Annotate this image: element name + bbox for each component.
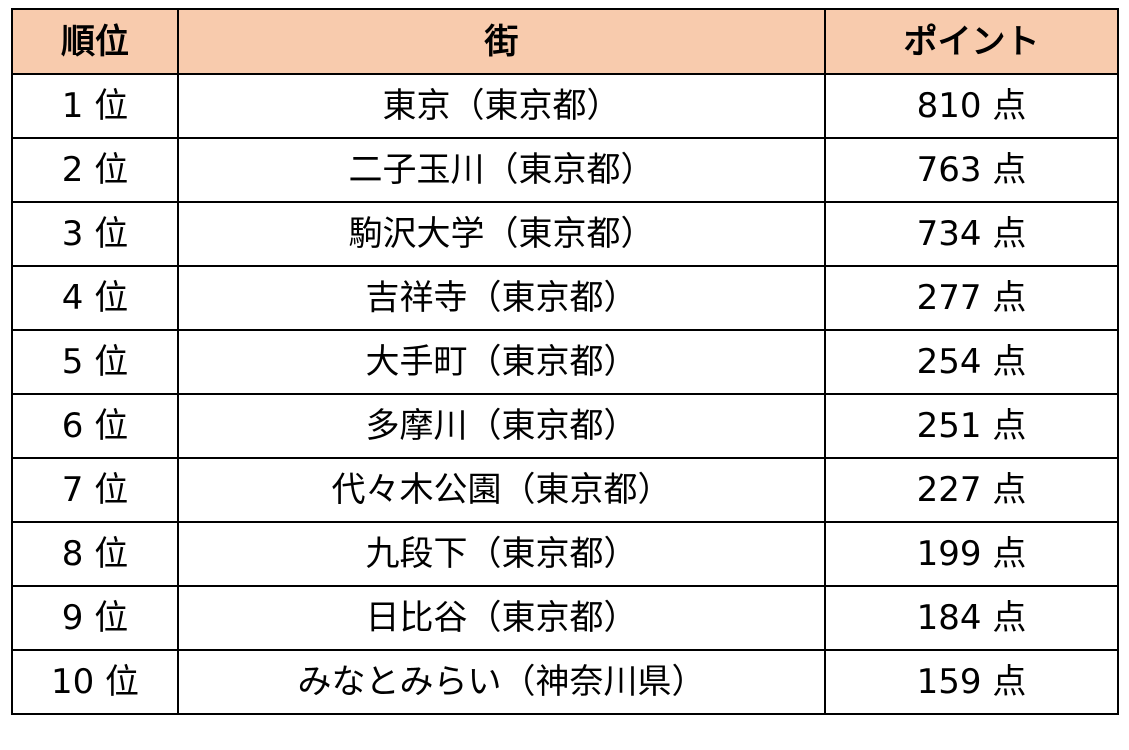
header-town: 街 <box>177 8 826 75</box>
town-cell: 二子玉川（東京都） <box>177 137 826 203</box>
rank-cell: 1 位 <box>11 73 179 139</box>
table-row: 3 位 駒沢大学（東京都） 734 点 <box>11 201 1119 267</box>
table-row: 9 位 日比谷（東京都） 184 点 <box>11 585 1119 651</box>
rank-cell: 2 位 <box>11 137 179 203</box>
rank-cell: 7 位 <box>11 457 179 523</box>
rank-cell: 3 位 <box>11 201 179 267</box>
rank-cell: 6 位 <box>11 393 179 459</box>
points-cell: 763 点 <box>824 137 1119 203</box>
table-row: 4 位 吉祥寺（東京都） 277 点 <box>11 265 1119 331</box>
rank-cell: 8 位 <box>11 521 179 587</box>
town-cell: 駒沢大学（東京都） <box>177 201 826 267</box>
header-rank: 順位 <box>11 8 179 75</box>
ranking-table: 順位 街 ポイント 1 位 東京（東京都） 810 点 2 位 二子玉川（東京都… <box>11 8 1119 715</box>
points-cell: 734 点 <box>824 201 1119 267</box>
table-row: 2 位 二子玉川（東京都） 763 点 <box>11 137 1119 203</box>
points-cell: 199 点 <box>824 521 1119 587</box>
table-row: 10 位 みなとみらい（神奈川県） 159 点 <box>11 649 1119 715</box>
points-cell: 251 点 <box>824 393 1119 459</box>
header-row: 順位 街 ポイント <box>11 8 1119 75</box>
points-cell: 159 点 <box>824 649 1119 715</box>
town-cell: 東京（東京都） <box>177 73 826 139</box>
rank-cell: 5 位 <box>11 329 179 395</box>
town-cell: 日比谷（東京都） <box>177 585 826 651</box>
town-cell: 代々木公園（東京都） <box>177 457 826 523</box>
table-row: 5 位 大手町（東京都） 254 点 <box>11 329 1119 395</box>
table-row: 8 位 九段下（東京都） 199 点 <box>11 521 1119 587</box>
town-cell: 吉祥寺（東京都） <box>177 265 826 331</box>
rank-cell: 9 位 <box>11 585 179 651</box>
points-cell: 227 点 <box>824 457 1119 523</box>
table-row: 1 位 東京（東京都） 810 点 <box>11 73 1119 139</box>
town-cell: 大手町（東京都） <box>177 329 826 395</box>
points-cell: 254 点 <box>824 329 1119 395</box>
points-cell: 277 点 <box>824 265 1119 331</box>
points-cell: 184 点 <box>824 585 1119 651</box>
town-cell: 多摩川（東京都） <box>177 393 826 459</box>
header-points: ポイント <box>824 8 1119 75</box>
table-row: 6 位 多摩川（東京都） 251 点 <box>11 393 1119 459</box>
table-row: 7 位 代々木公園（東京都） 227 点 <box>11 457 1119 523</box>
town-cell: 九段下（東京都） <box>177 521 826 587</box>
rank-cell: 10 位 <box>11 649 179 715</box>
rank-cell: 4 位 <box>11 265 179 331</box>
points-cell: 810 点 <box>824 73 1119 139</box>
town-cell: みなとみらい（神奈川県） <box>177 649 826 715</box>
